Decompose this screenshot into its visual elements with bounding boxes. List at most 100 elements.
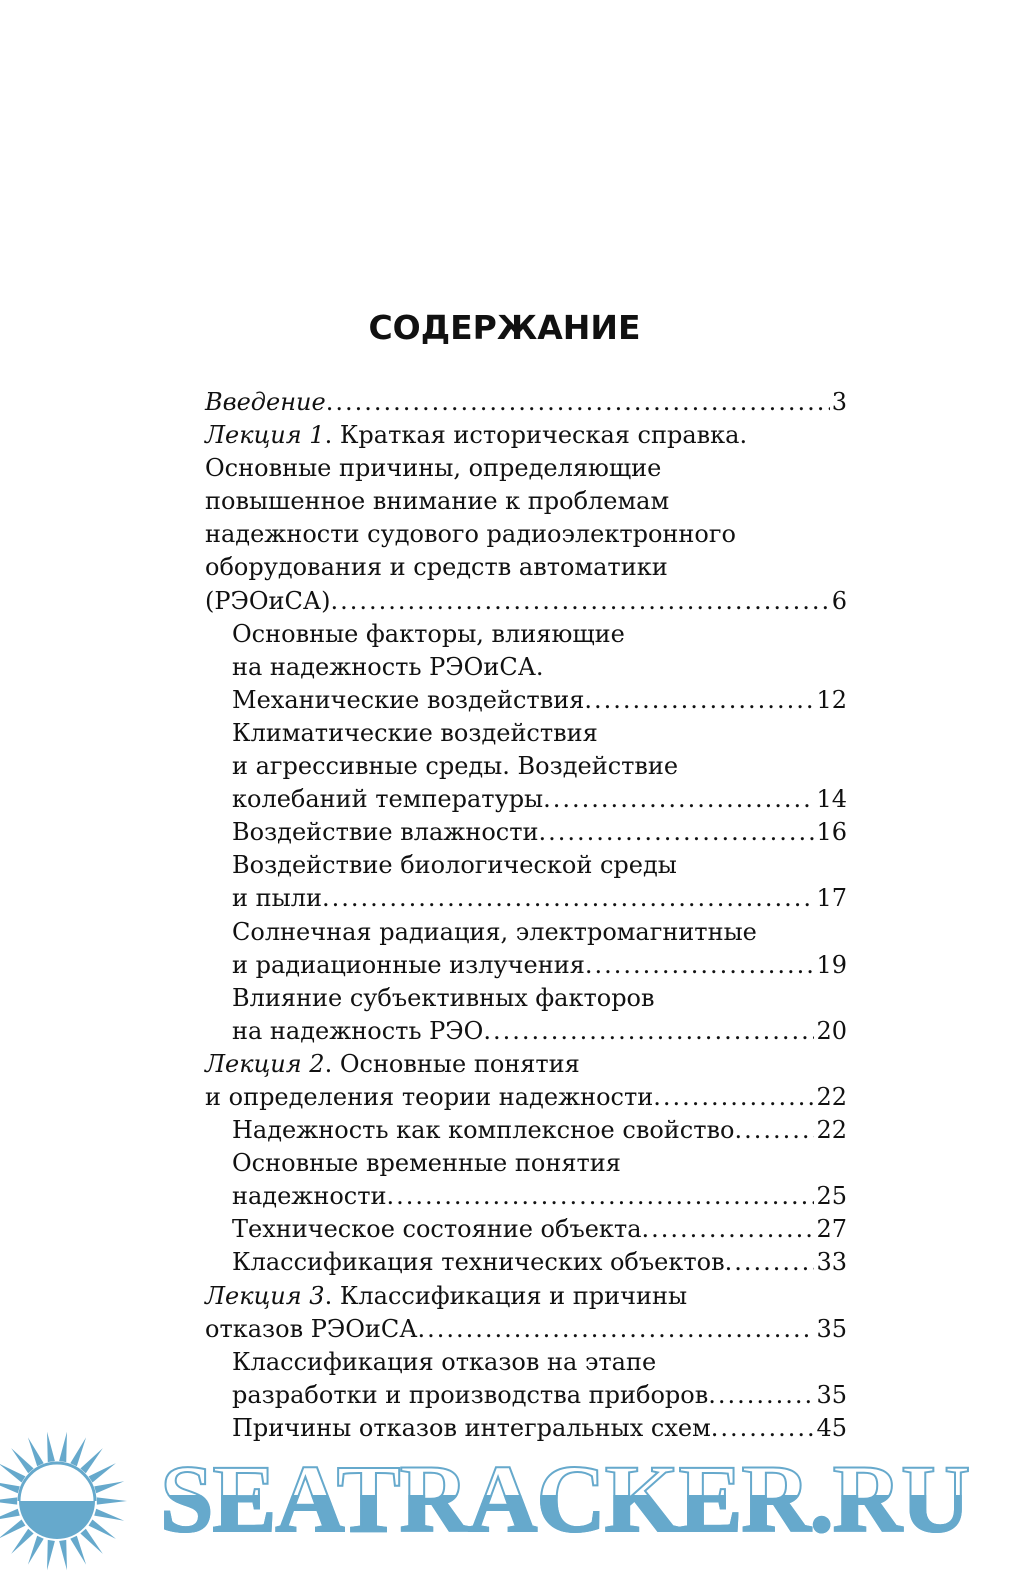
sun-ray — [0, 1464, 26, 1483]
entry-text: и определения теории надежности — [205, 1082, 654, 1111]
sun-ray — [0, 1497, 18, 1505]
toc-entry[interactable]: Солнечная радиация, электромагнитные и ра… — [205, 916, 847, 982]
toc-line: Классификация отказов на этапе — [205, 1346, 847, 1379]
page-number: 3 — [831, 388, 847, 416]
page-number: 12 — [816, 685, 847, 714]
sun-ray — [59, 1431, 67, 1463]
sun-ray — [47, 1431, 55, 1463]
sun-ray — [0, 1508, 20, 1520]
entry-text: Надежность как комплексное свойство — [232, 1116, 735, 1145]
toc-line: отказов РЭОиСА 35 — [205, 1313, 847, 1346]
entry-text: Техническое состояние объекта — [232, 1215, 642, 1244]
dot-leader — [330, 585, 829, 618]
page-number: 20 — [816, 1016, 847, 1045]
toc-line: разработки и производства приборов 35 — [205, 1379, 847, 1412]
entry-text: и агрессивные среды. Воздействие — [232, 752, 679, 781]
toc-entry[interactable]: Классификация отказов на этапе разработки… — [205, 1346, 847, 1412]
dot-leader — [585, 949, 815, 982]
sun-ray — [47, 1539, 55, 1571]
toc-line: Влияние субъективных факторов — [205, 982, 847, 1015]
sun-ray — [70, 1437, 87, 1467]
entry-text: . Классификация и причины — [324, 1281, 688, 1310]
toc-line: Солнечная радиация, электромагнитные — [205, 916, 847, 949]
toc-entry[interactable]: Лекция 2. Основные понятия и определения … — [205, 1048, 847, 1114]
toc-line: и радиационные излучения 19 — [205, 949, 847, 982]
dot-leader — [539, 816, 815, 849]
toc-line: колебаний температуры 14 — [205, 783, 847, 816]
lecture-label: Лекция 3 — [205, 1281, 325, 1310]
lecture-label: Лекция 2 — [205, 1049, 325, 1078]
toc-line: Лекция 2. Основные понятия — [205, 1048, 847, 1081]
toc-entry[interactable]: Влияние субъективных факторов на надежнос… — [205, 982, 847, 1048]
page-number: 22 — [816, 1116, 847, 1145]
page-number: 35 — [816, 1314, 847, 1343]
entry-text: на надежность РЭО — [232, 1016, 484, 1045]
dot-leader — [653, 1081, 814, 1114]
toc-entry[interactable]: Техническое состояние объекта 27 — [205, 1213, 847, 1246]
entry-text: Основные факторы, влияющие — [232, 619, 625, 648]
page-number: 33 — [816, 1248, 847, 1277]
toc-line: и пыли 17 — [205, 882, 847, 915]
watermark: SEATRACKER.RU — [0, 1415, 1009, 1575]
toc-entry[interactable]: Лекция 1. Краткая историческая справка. О… — [205, 419, 847, 618]
toc-line: Введение 3 — [205, 386, 847, 419]
dot-leader — [387, 1180, 815, 1213]
toc-entry[interactable]: Причины отказов интегральных схем 45 — [205, 1412, 847, 1445]
entry-text: Основные временные понятия — [232, 1149, 621, 1178]
dot-leader — [708, 1379, 814, 1412]
sun-ray — [59, 1539, 67, 1571]
entry-text: . Краткая историческая справка. — [324, 421, 748, 450]
sun-ray — [80, 1528, 103, 1554]
entry-text: надежности судового радиоэлектронного — [205, 520, 736, 549]
toc-entry[interactable]: Основные факторы, влияющие на надежность … — [205, 618, 847, 717]
sun-ray — [27, 1535, 44, 1565]
page-number: 6 — [831, 586, 847, 615]
sun-ray — [70, 1535, 87, 1565]
sun-ray — [0, 1519, 26, 1538]
toc-line: Механические воздействия 12 — [205, 684, 847, 717]
toc-line: Воздействие биологической среды — [205, 849, 847, 882]
toc-line: (РЭОиСА) 6 — [205, 585, 847, 618]
page-number: 45 — [816, 1413, 847, 1442]
toc-entry[interactable]: Введение 3 — [205, 386, 847, 419]
toc-line: Основные временные понятия — [205, 1147, 847, 1180]
toc-line: Климатические воздействия — [205, 717, 847, 750]
lecture-label: Лекция 1 — [205, 421, 325, 450]
toc-line: на надежность РЭОиСА. — [205, 651, 847, 684]
toc-line: Основные причины, определяющие — [205, 452, 847, 485]
toc-entry[interactable]: Классификация технических объектов 33 — [205, 1246, 847, 1279]
entry-text: Механические воздействия — [232, 685, 585, 714]
entry-text: . Основные понятия — [324, 1049, 580, 1078]
sun-ray — [88, 1463, 116, 1483]
entry-text: Воздействие влажности — [232, 818, 539, 847]
toc-entry[interactable]: Лекция 3. Классификация и причины отказов… — [205, 1280, 847, 1346]
toc-entry[interactable]: Воздействие влажности 16 — [205, 816, 847, 849]
page-number: 35 — [816, 1380, 847, 1409]
watermark-text: SEATRACKER.RU — [159, 1445, 971, 1552]
toc-line: и определения теории надежности 22 — [205, 1081, 847, 1114]
dot-leader — [734, 1114, 814, 1147]
sun-ray — [11, 1448, 34, 1474]
toc-line: Техническое состояние объекта 27 — [205, 1213, 847, 1246]
sun-ray — [27, 1437, 44, 1467]
dot-leader — [417, 1313, 814, 1346]
toc-entry[interactable]: Климатические воздействия и агрессивные с… — [205, 717, 847, 816]
entry-text: и пыли — [232, 884, 322, 913]
dot-leader — [322, 882, 814, 915]
sun-ray — [80, 1448, 103, 1474]
sun-ray — [0, 1482, 20, 1494]
toc-entry[interactable]: Надежность как комплексное свойство 22 — [205, 1114, 847, 1147]
table-of-contents: Введение 3 Лекция 1. Краткая историческая … — [205, 386, 847, 1445]
entry-text: на надежность РЭОиСА. — [232, 652, 544, 681]
toc-entry[interactable]: Основные временные понятия надежности 25 — [205, 1147, 847, 1213]
entry-text: отказов РЭОиСА — [205, 1314, 418, 1343]
toc-line: Классификация технических объектов 33 — [205, 1246, 847, 1279]
entry-text: Причины отказов интегральных схем — [232, 1413, 711, 1442]
entry-text: колебаний температуры — [232, 785, 544, 814]
toc-line: надежности 25 — [205, 1180, 847, 1213]
toc-line: на надежность РЭО 20 — [205, 1015, 847, 1048]
page-title: СОДЕРЖАНИЕ — [368, 308, 641, 347]
toc-entry[interactable]: Воздействие биологической среды и пыли 17 — [205, 849, 847, 915]
dot-leader — [642, 1213, 815, 1246]
toc-line: и агрессивные среды. Воздействие — [205, 750, 847, 783]
